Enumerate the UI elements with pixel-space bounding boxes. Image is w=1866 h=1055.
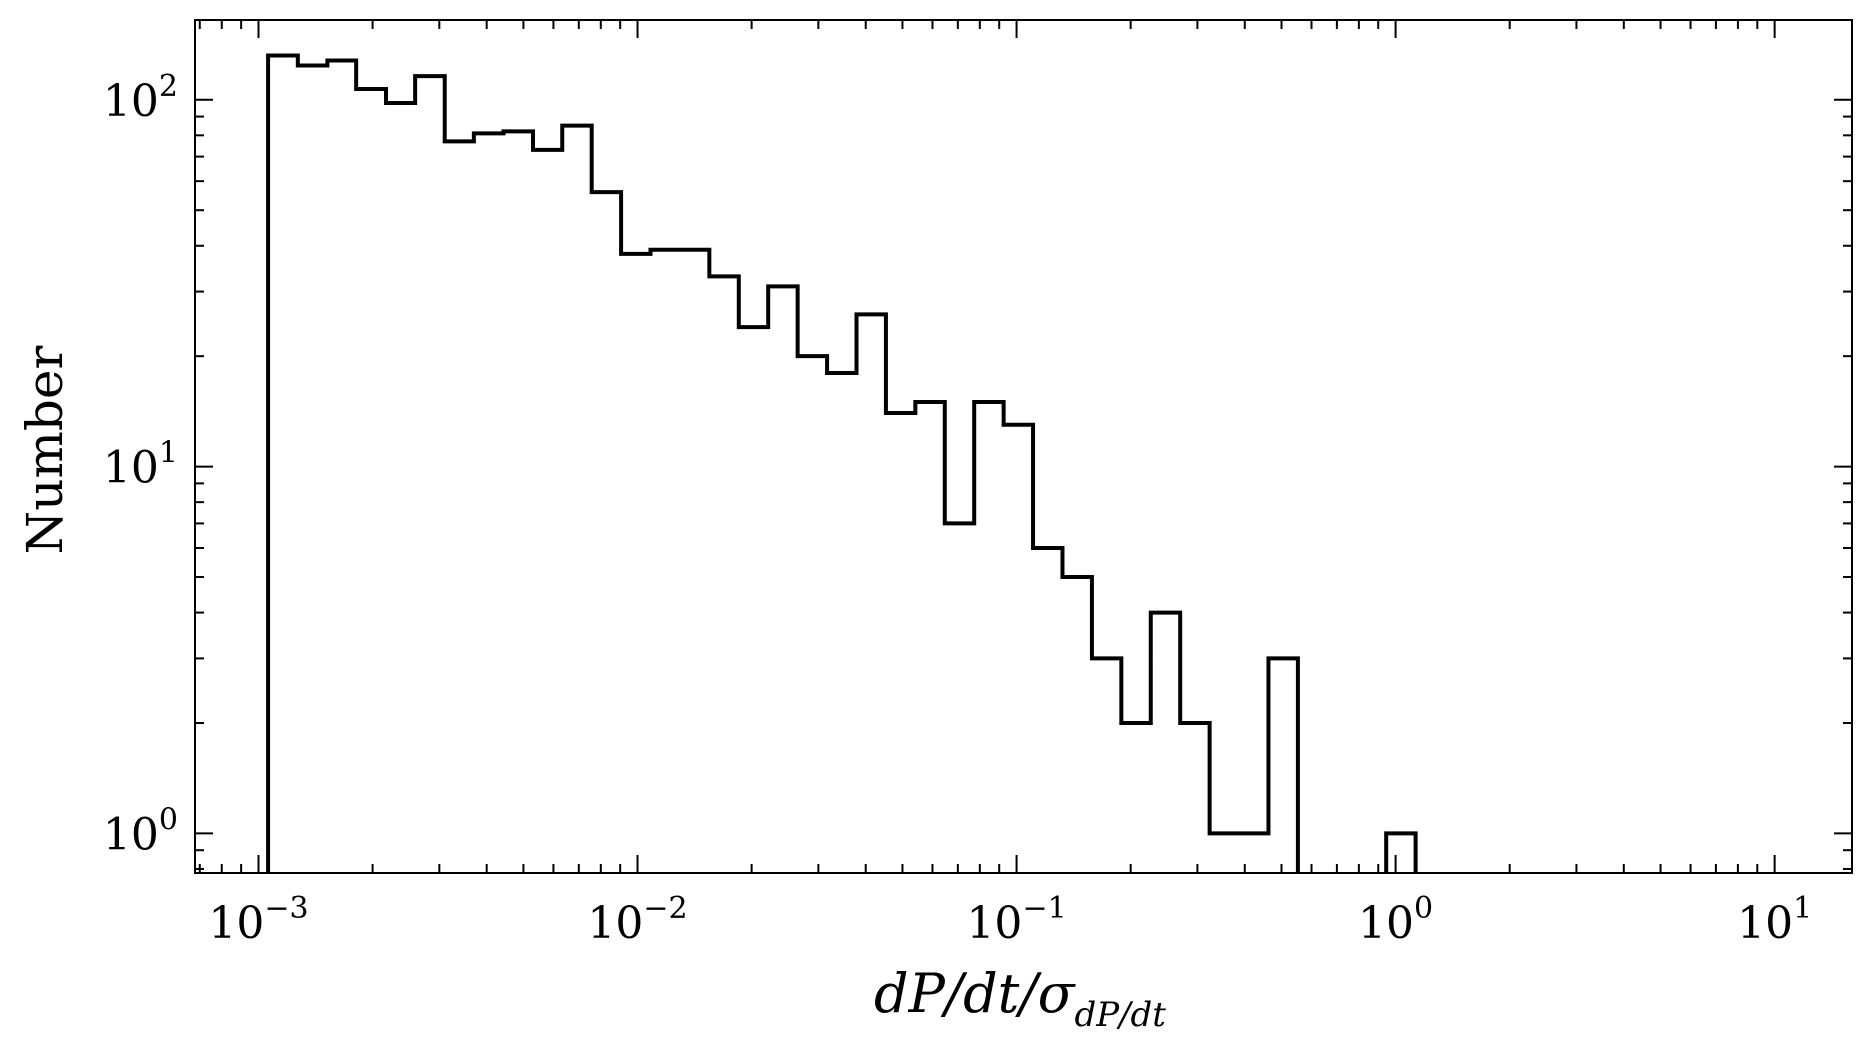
histogram-bar	[1180, 723, 1209, 873]
histogram-bar	[327, 60, 356, 873]
x-tick-label: 101	[1737, 891, 1812, 949]
histogram-bar	[298, 66, 328, 873]
x-axis-label-main: dP/dt/σ	[874, 962, 1077, 1025]
histogram-bar	[650, 250, 679, 873]
y-tick-labels: 100 101 102	[103, 69, 178, 861]
histogram-bar	[1004, 425, 1033, 873]
x-tick-label: 10−3	[208, 891, 308, 949]
histogram-steps	[266, 53, 1418, 873]
histogram-bar	[856, 314, 885, 873]
histogram-bar	[1239, 833, 1268, 873]
histogram-bar	[1268, 658, 1297, 873]
histogram-bar	[562, 126, 591, 873]
histogram-bar	[503, 131, 533, 873]
histogram-bar	[827, 373, 856, 873]
y-tick-label: 101	[103, 436, 178, 494]
histogram-bar	[709, 276, 738, 873]
histogram-bar	[415, 76, 445, 873]
x-axis-label: dP/dt/σdP/dt	[874, 962, 1166, 1035]
histogram-bar	[533, 150, 562, 873]
histogram-bar	[680, 250, 709, 873]
histogram-bar	[268, 56, 298, 873]
x-tick-label: 100	[1358, 891, 1433, 949]
histogram-bar	[798, 356, 827, 873]
histogram-bar	[1062, 577, 1091, 873]
histogram-outline	[266, 53, 1418, 873]
x-tick-labels: 10−3 10−2 10−1 100 101	[208, 891, 1812, 949]
histogram-bar	[1151, 613, 1180, 873]
histogram-bar	[768, 286, 797, 873]
histogram-bar	[1092, 658, 1121, 873]
histogram-bar	[886, 413, 915, 873]
histogram-bar	[915, 402, 944, 873]
histogram-bar	[1210, 833, 1239, 873]
histogram-bar	[974, 402, 1003, 873]
histogram-bar	[1033, 548, 1062, 873]
histogram-bar	[386, 103, 415, 873]
histogram-bar	[356, 89, 386, 873]
x-tick-label: 10−1	[966, 891, 1066, 949]
histogram-bar	[592, 192, 621, 873]
histogram-bar	[1386, 833, 1415, 873]
axis-ticks	[195, 20, 1852, 873]
y-tick-label: 102	[103, 69, 178, 127]
histogram-bar	[445, 141, 474, 873]
histogram-bar	[621, 254, 650, 873]
histogram-bar	[945, 523, 974, 873]
x-tick-label: 10−2	[587, 891, 687, 949]
x-axis-label-subscript: dP/dt	[1074, 995, 1166, 1035]
plot-frame	[194, 19, 1853, 874]
histogram-bar	[474, 133, 504, 873]
histogram-bar	[739, 327, 768, 873]
y-axis-label: Number	[16, 345, 74, 554]
histogram-bar	[1121, 723, 1150, 873]
y-tick-label: 100	[103, 802, 178, 860]
